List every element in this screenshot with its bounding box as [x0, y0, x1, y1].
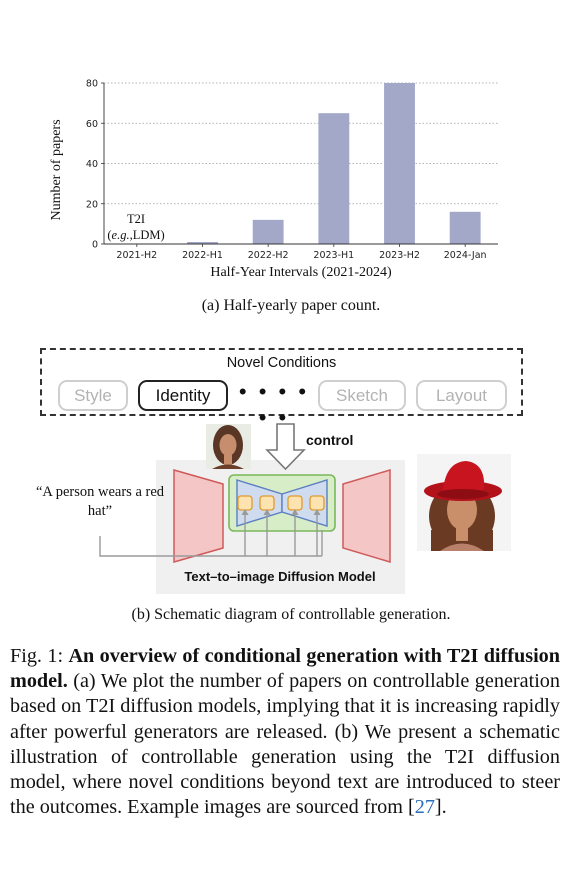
chart-annotation-t2i: T2I [127, 212, 145, 226]
figure-label: Fig. 1: [10, 645, 64, 667]
encoder-block [173, 469, 224, 563]
y-tick-label: 60 [86, 119, 98, 130]
figure-b-caption: (b) Schematic diagram of controllable ge… [131, 606, 451, 623]
figure-a-caption: (a) Half-yearly paper count. [201, 297, 381, 314]
condition-identity: Identity [138, 380, 228, 411]
annotation-eg: e.g. [112, 228, 130, 242]
chart-y-axis-label: Number of papers [49, 119, 64, 220]
output-portrait-red-hat [417, 454, 511, 551]
x-tick-label: 2023-H2 [379, 250, 420, 261]
control-block-3 [287, 495, 303, 511]
x-tick-label: 2022-H1 [182, 250, 223, 261]
chart-x-tick-labels: 2021-H2 2022-H1 2022-H2 2023-H1 2023-H2 2024-… [116, 244, 487, 261]
condition-sketch: Sketch [318, 380, 406, 411]
y-tick-label: 20 [86, 199, 98, 210]
control-block-2 [259, 495, 275, 511]
y-tick-label: 0 [92, 240, 98, 251]
bar-2023-H2 [384, 83, 415, 244]
condition-layout: Layout [416, 380, 507, 411]
control-block-1 [237, 495, 253, 511]
identity-face-thumbnail [206, 424, 251, 469]
novel-conditions-box [40, 348, 523, 416]
bar-2024-Jan [449, 211, 481, 244]
chart-annotation-ldm: (e.g.,LDM) [107, 228, 164, 242]
control-label: control [306, 432, 354, 448]
annotation-open-paren: ( [107, 228, 111, 242]
bar-2023-H1 [318, 113, 350, 244]
figure-body-end: ]. [434, 796, 447, 819]
bar-2022-H2 [252, 219, 284, 244]
text-conditioning-wires [99, 510, 323, 557]
decoder-block [342, 468, 391, 564]
novel-conditions-title: Novel Conditions [226, 355, 337, 371]
control-block-4 [309, 495, 325, 511]
x-tick-label: 2023-H1 [313, 250, 354, 261]
x-tick-label: 2024-Jan [444, 250, 487, 261]
citation-link[interactable]: 27 [414, 796, 435, 819]
chart-y-tick-labels: 0 20 40 60 80 [86, 79, 104, 251]
x-tick-label: 2022-H2 [248, 250, 289, 261]
chart-bars [187, 83, 481, 244]
text-prompt: “A person wears a red hat” [35, 484, 165, 519]
annotation-ldm: ,LDM) [130, 228, 165, 242]
chart-gridlines [104, 82, 498, 205]
diffusion-model-diagram [99, 423, 511, 594]
bar-2022-H1 [187, 241, 218, 244]
chart-x-axis-label: Half-Year Intervals (2021-2024) [210, 265, 392, 280]
figure-bold-title: An overview of conditional generation wi… [10, 645, 561, 693]
x-tick-label: 2021-H2 [116, 250, 157, 261]
y-tick-label: 80 [86, 79, 98, 90]
model-label: Text–to–image Diffusion Model [184, 569, 376, 584]
figure-caption-paragraph: Fig. 1: An overview of conditional gener… [10, 644, 560, 820]
y-tick-label: 40 [86, 159, 98, 170]
figure-body-text: (a) We plot the number of papers on cont… [10, 670, 560, 819]
control-arrow [265, 423, 306, 471]
wire-arrowheads [241, 509, 321, 515]
condition-style: Style [58, 380, 128, 411]
condition-ellipsis: • • • • • • [238, 379, 310, 430]
